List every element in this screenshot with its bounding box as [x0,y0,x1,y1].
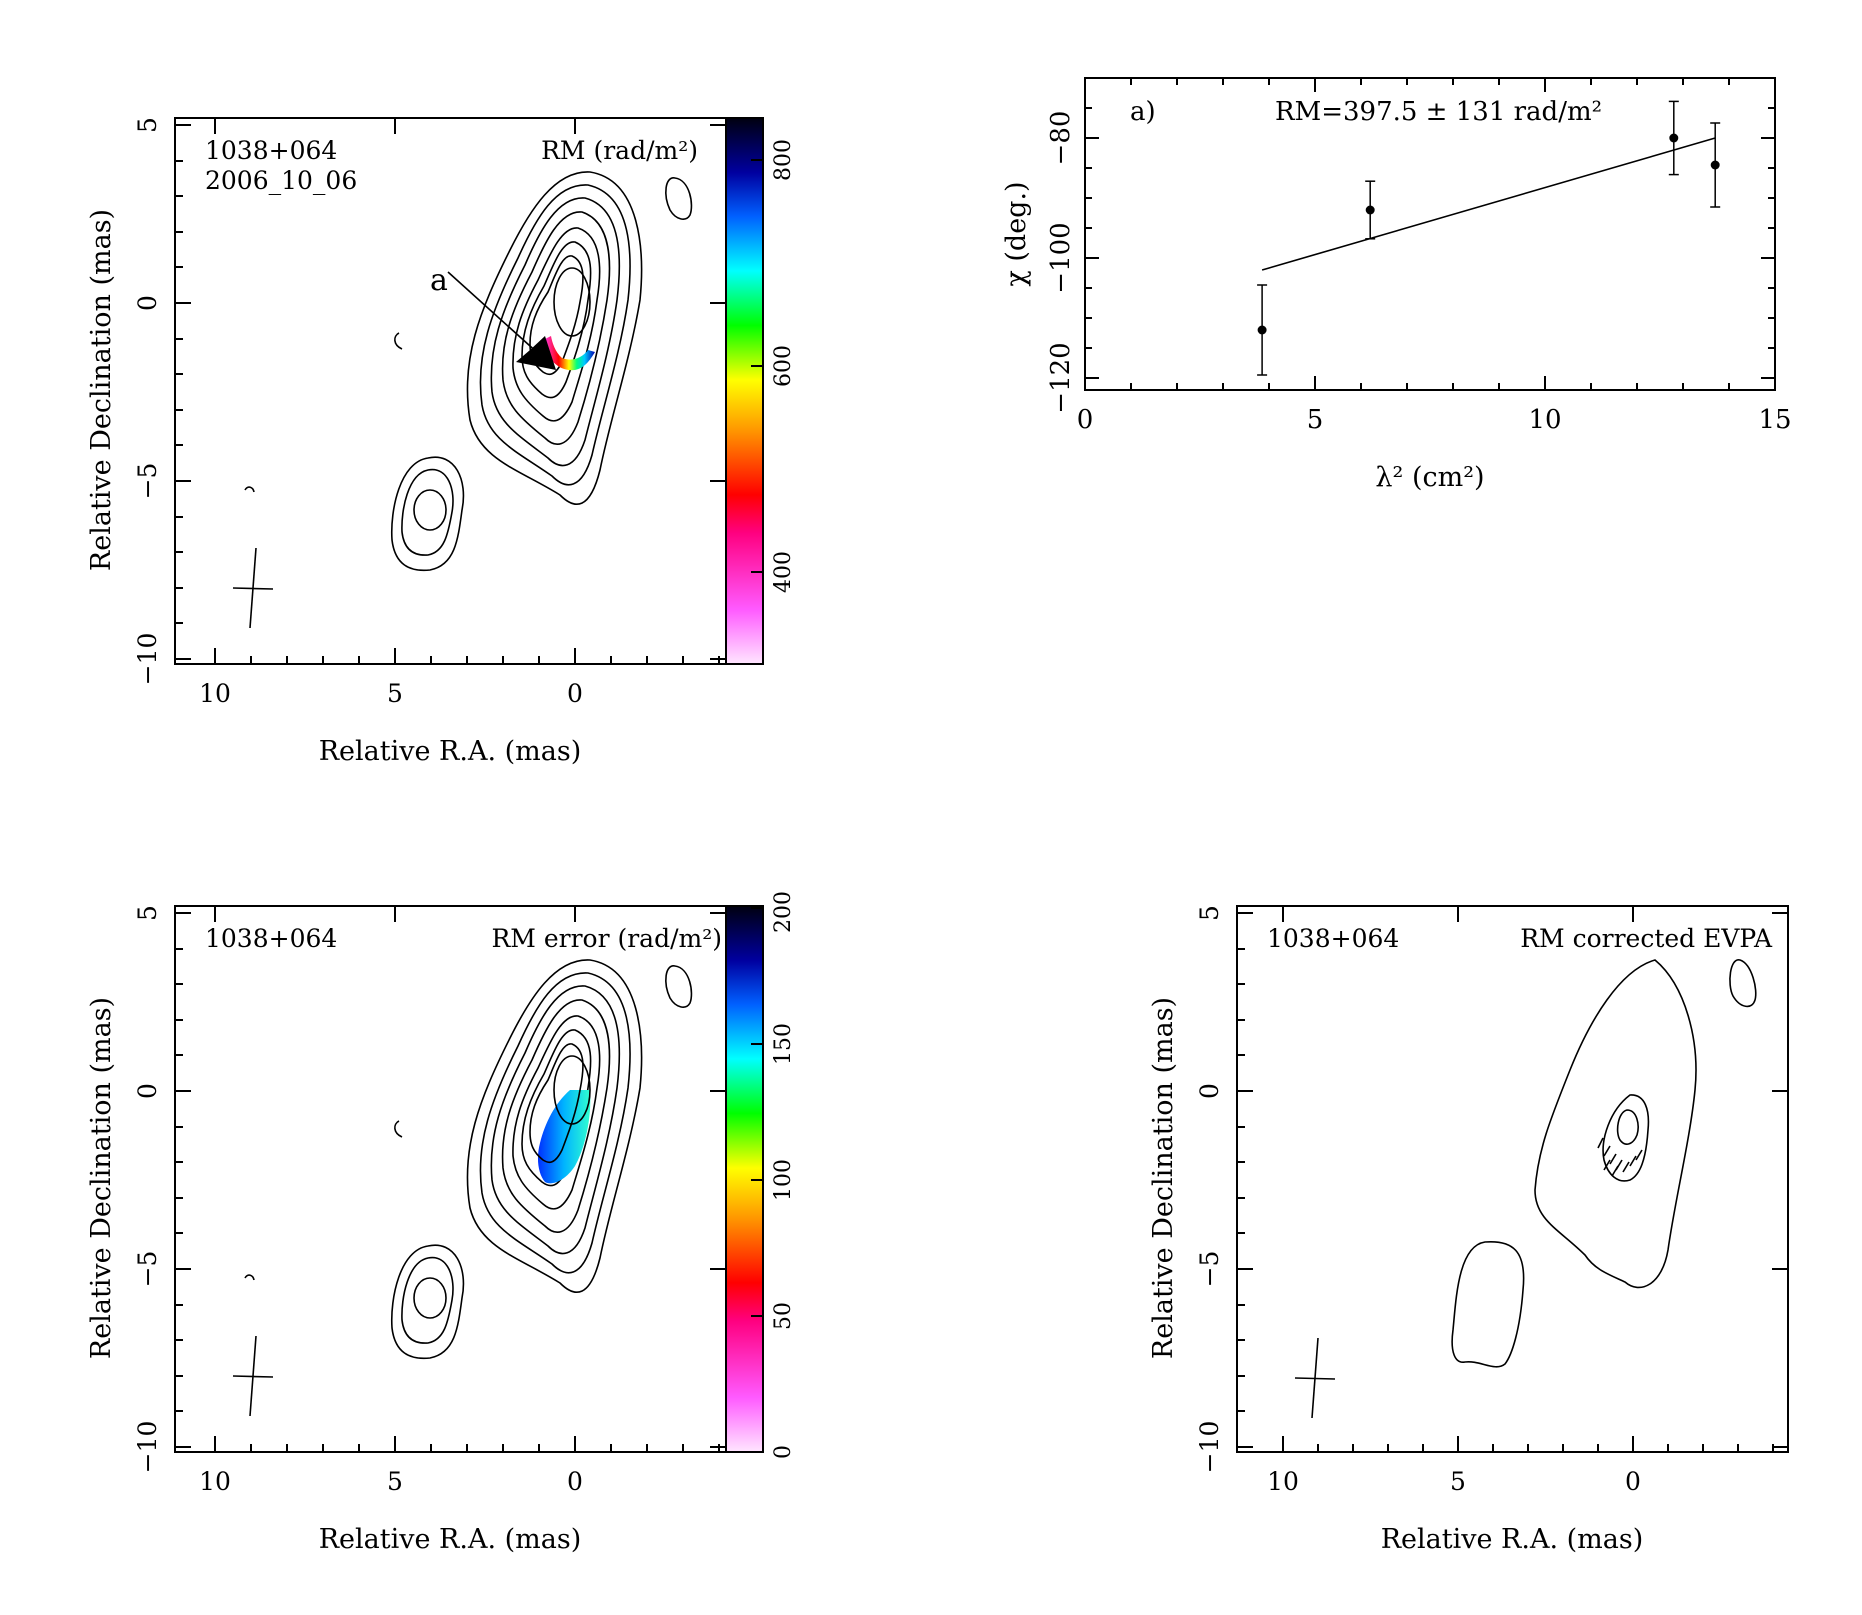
x-tick-label: 5 [1307,405,1324,435]
x-tick-label: 0 [1625,1467,1641,1496]
y-tick-label: 0 [133,1083,162,1099]
x-tick-label: 10 [199,679,231,708]
x-axis-label: λ² (cm²) [1375,462,1484,493]
contours [1451,959,1757,1368]
y-tick-label: −10 [133,1421,162,1474]
y-tick-label: 0 [1195,1083,1224,1099]
x-tick-label: 10 [1528,405,1561,435]
colorbar-tick-label: 600 [771,345,796,387]
x-axis-label: Relative R.A. (mas) [319,1524,582,1555]
map-label: RM error (rad/m²) [491,924,722,953]
y-tick-label: 5 [133,905,162,921]
x-ticks [1282,906,1774,1452]
map-frame [174,117,727,665]
y-tick-label: −5 [1195,1251,1224,1288]
rm-map-panel: a 1038+064 2006_10_06 RM (rad/m²) 10 5 0… [86,117,796,767]
obs-date: 2006_10_06 [205,166,357,195]
source-name: 1038+064 [205,924,337,953]
x-ticks: 0 5 10 15 [1077,78,1792,435]
x-tick-label: 0 [567,679,583,708]
x-tick-label: 5 [1450,1467,1466,1496]
contours [244,171,693,572]
annotation-label: a [430,263,448,298]
y-ticks [175,912,726,1448]
colorbar-tick-label: 400 [771,551,796,593]
evpa-ticks [1597,1137,1643,1177]
x-tick-label: 0 [1077,405,1094,435]
x-ticks [214,906,720,1452]
colorbar-tick-label: 150 [771,1023,796,1065]
source-name: 1038+064 [1267,924,1399,953]
y-axis-label: Relative Declination (mas) [86,997,117,1359]
fit-marks [1257,100,1721,376]
data-point [1257,325,1267,335]
y-ticks: −120 −100 −80 [1046,77,1775,414]
colorbar-tick-label: 100 [771,1159,796,1201]
data-point [1669,133,1679,143]
x-tick-label: 10 [1267,1467,1299,1496]
y-tick-label: −5 [133,463,162,500]
map-label: RM (rad/m²) [541,136,698,165]
y-axis-label: χ (deg.) [1001,181,1032,286]
y-tick-label: −100 [1046,222,1076,293]
colorbar-ticks [751,907,763,1453]
x-tick-label: 5 [387,679,403,708]
data-point [1365,205,1375,215]
x-tick-label: 15 [1758,405,1791,435]
source-name: 1038+064 [205,136,337,165]
fit-label: RM=397.5 ± 131 rad/m² [1275,97,1602,127]
y-axis-label: Relative Declination (mas) [1148,997,1179,1359]
core-contour [553,1055,591,1125]
y-tick-label: −80 [1046,111,1076,166]
y-tick-label: −5 [133,1251,162,1288]
rm-blob [543,336,595,371]
beam-cross [232,1335,274,1417]
fit-line [1261,137,1716,271]
y-axis-label: Relative Declination (mas) [86,209,117,571]
plot-frame [1084,77,1776,391]
x-tick-label: 5 [387,1467,403,1496]
y-ticks [1237,912,1788,1448]
x-tick-label: 10 [199,1467,231,1496]
y-tick-label: 0 [133,295,162,311]
data-point [1710,160,1720,170]
colorbar-tick-label: 800 [771,139,796,181]
x-axis-label: Relative R.A. (mas) [1381,1524,1644,1555]
x-tick-label: 0 [567,1467,583,1496]
y-tick-label: −10 [1195,1421,1224,1474]
fit-plot-panel: 0 5 10 15 −120 −100 −80 a) RM=397.5 ± 131 rad… [1001,77,1792,493]
beam-cross [232,547,274,629]
core-contour [529,1043,584,1164]
colorbar-tick-label: 50 [771,1302,796,1330]
evpa-map-panel: 1038+064 RM corrected EVPA 10 5 0 5 0 −5… [1148,905,1789,1555]
y-tick-label: 5 [133,117,162,133]
colorbar-rm [725,117,764,665]
y-ticks [175,124,726,660]
y-tick-label: −120 [1046,342,1076,413]
rm-error-blob [537,1090,591,1184]
x-axis-label: Relative R.A. (mas) [319,736,582,767]
annotation-pointer [447,271,556,370]
map-frame [1236,905,1789,1453]
rm-error-map-panel: 1038+064 RM error (rad/m²) 10 5 0 5 0 −5… [86,891,796,1555]
map-frame [174,905,727,1453]
colorbar-tick-label: 200 [771,891,796,933]
y-tick-label: −10 [133,633,162,686]
colorbar-tick-label: 0 [771,1445,796,1459]
y-tick-label: 5 [1195,905,1224,921]
beam-cross [1294,1337,1336,1419]
panel-label: a) [1130,97,1156,127]
colorbar-ticks [751,159,763,573]
contours [244,959,693,1360]
map-label: RM corrected EVPA [1520,924,1773,953]
